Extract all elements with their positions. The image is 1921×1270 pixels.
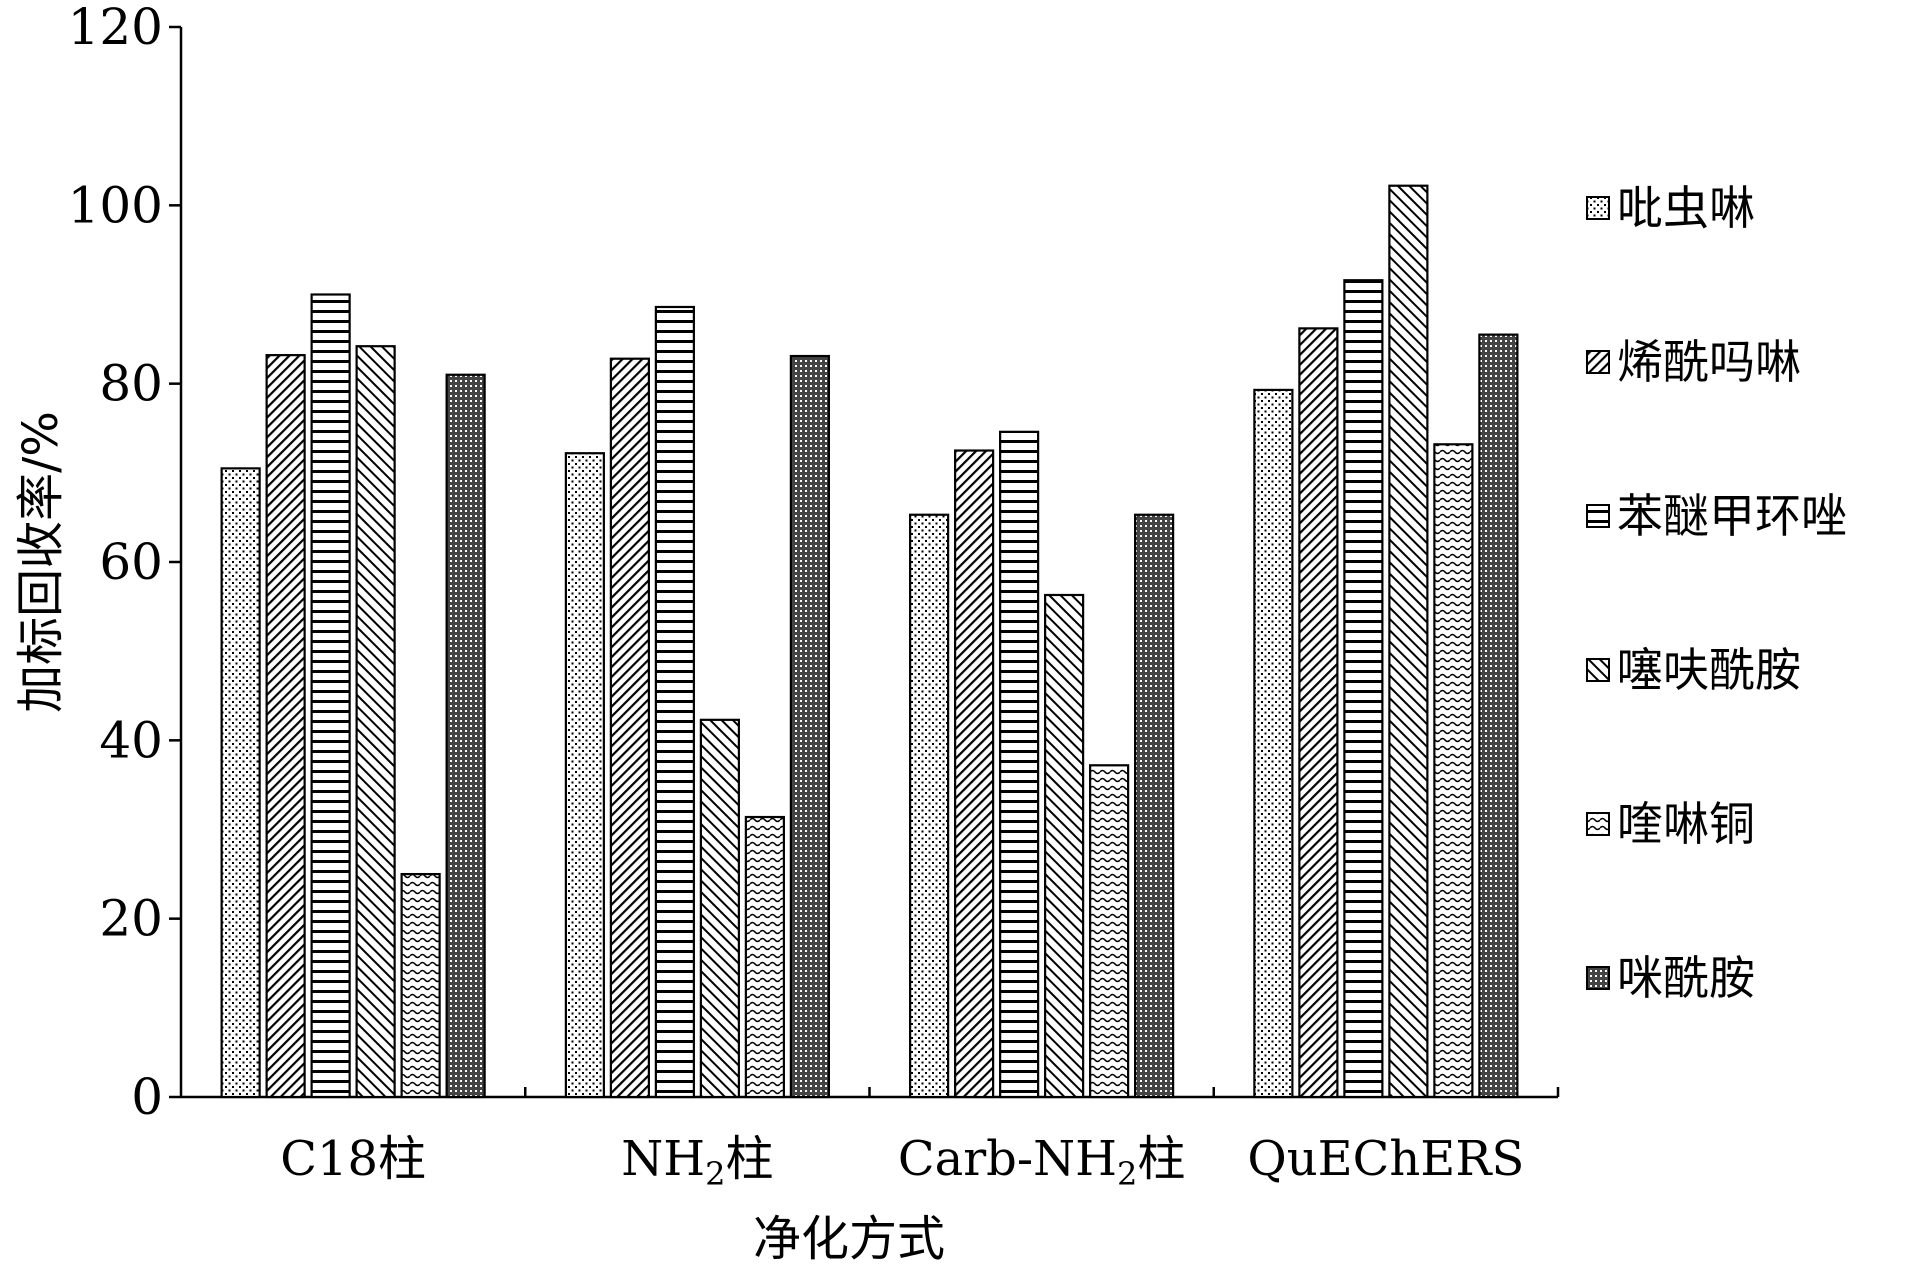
category-text: 柱	[725, 1131, 773, 1187]
legend-label: 烯酰吗啉	[1617, 335, 1801, 389]
y-ticks: 0 20 40 60 80 100 120	[68, 0, 181, 1126]
legend-label: 苯醚甲环唑	[1617, 489, 1847, 543]
x-category-label: QuEChERS	[1247, 1131, 1524, 1187]
bar	[954, 449, 995, 1099]
bar	[789, 354, 830, 1099]
bar	[1134, 513, 1175, 1099]
bar	[1343, 279, 1384, 1099]
y-tick-label: 80	[99, 355, 163, 413]
subscript: 2	[1117, 1155, 1137, 1193]
y-tick-label: 20	[99, 890, 163, 948]
bar	[564, 452, 605, 1099]
legend-label: 吡虫啉	[1617, 181, 1755, 235]
x-category-label: C18柱	[280, 1131, 426, 1187]
legend-swatch	[1586, 812, 1610, 836]
bar	[744, 815, 785, 1099]
y-tick-label: 0	[131, 1068, 163, 1126]
y-tick-label: 40	[99, 711, 163, 769]
legend-swatch	[1586, 658, 1610, 682]
category-text: C18柱	[280, 1131, 426, 1187]
x-category-label: NH2柱	[621, 1131, 773, 1193]
legend-swatch	[1586, 966, 1610, 990]
bar	[1089, 764, 1130, 1099]
x-axis-title: 净化方式	[753, 1211, 945, 1267]
bar	[909, 513, 950, 1099]
category-text: Carb-NH	[898, 1131, 1117, 1187]
bar	[654, 305, 695, 1099]
x-category-label: Carb-NH2柱	[898, 1131, 1185, 1193]
bars	[220, 184, 1519, 1099]
legend-label: 喹啉铜	[1617, 797, 1755, 851]
bar	[310, 293, 351, 1099]
bar	[1433, 443, 1474, 1099]
legend-swatch	[1586, 504, 1610, 528]
bar	[999, 430, 1040, 1099]
bar	[1298, 327, 1339, 1099]
bar	[400, 872, 441, 1099]
legend-swatch	[1586, 350, 1610, 374]
bar	[220, 467, 261, 1099]
bar	[699, 718, 740, 1099]
category-text: NH	[621, 1131, 705, 1187]
bar	[1388, 184, 1429, 1099]
legend-label: 咪酰胺	[1617, 951, 1755, 1005]
y-tick-label: 60	[99, 533, 163, 591]
legend-label: 噻呋酰胺	[1617, 643, 1801, 697]
bar	[355, 345, 396, 1099]
x-ticks	[524, 1087, 1560, 1097]
y-axis-title: 加标回收率/%	[13, 411, 69, 713]
bar	[1044, 593, 1085, 1099]
category-text: QuEChERS	[1247, 1131, 1524, 1187]
legend-swatch	[1586, 196, 1610, 220]
subscript: 2	[705, 1155, 725, 1193]
bar	[609, 357, 650, 1099]
y-tick-label: 120	[68, 0, 163, 56]
bar	[1478, 333, 1519, 1099]
bar	[265, 354, 306, 1099]
category-labels: C18柱 NH2柱 Carb-NH2柱 QuEChERS	[280, 1131, 1524, 1193]
category-text: 柱	[1137, 1131, 1185, 1187]
y-tick-label: 100	[68, 176, 163, 234]
bar	[445, 373, 486, 1099]
bar	[1253, 388, 1294, 1099]
